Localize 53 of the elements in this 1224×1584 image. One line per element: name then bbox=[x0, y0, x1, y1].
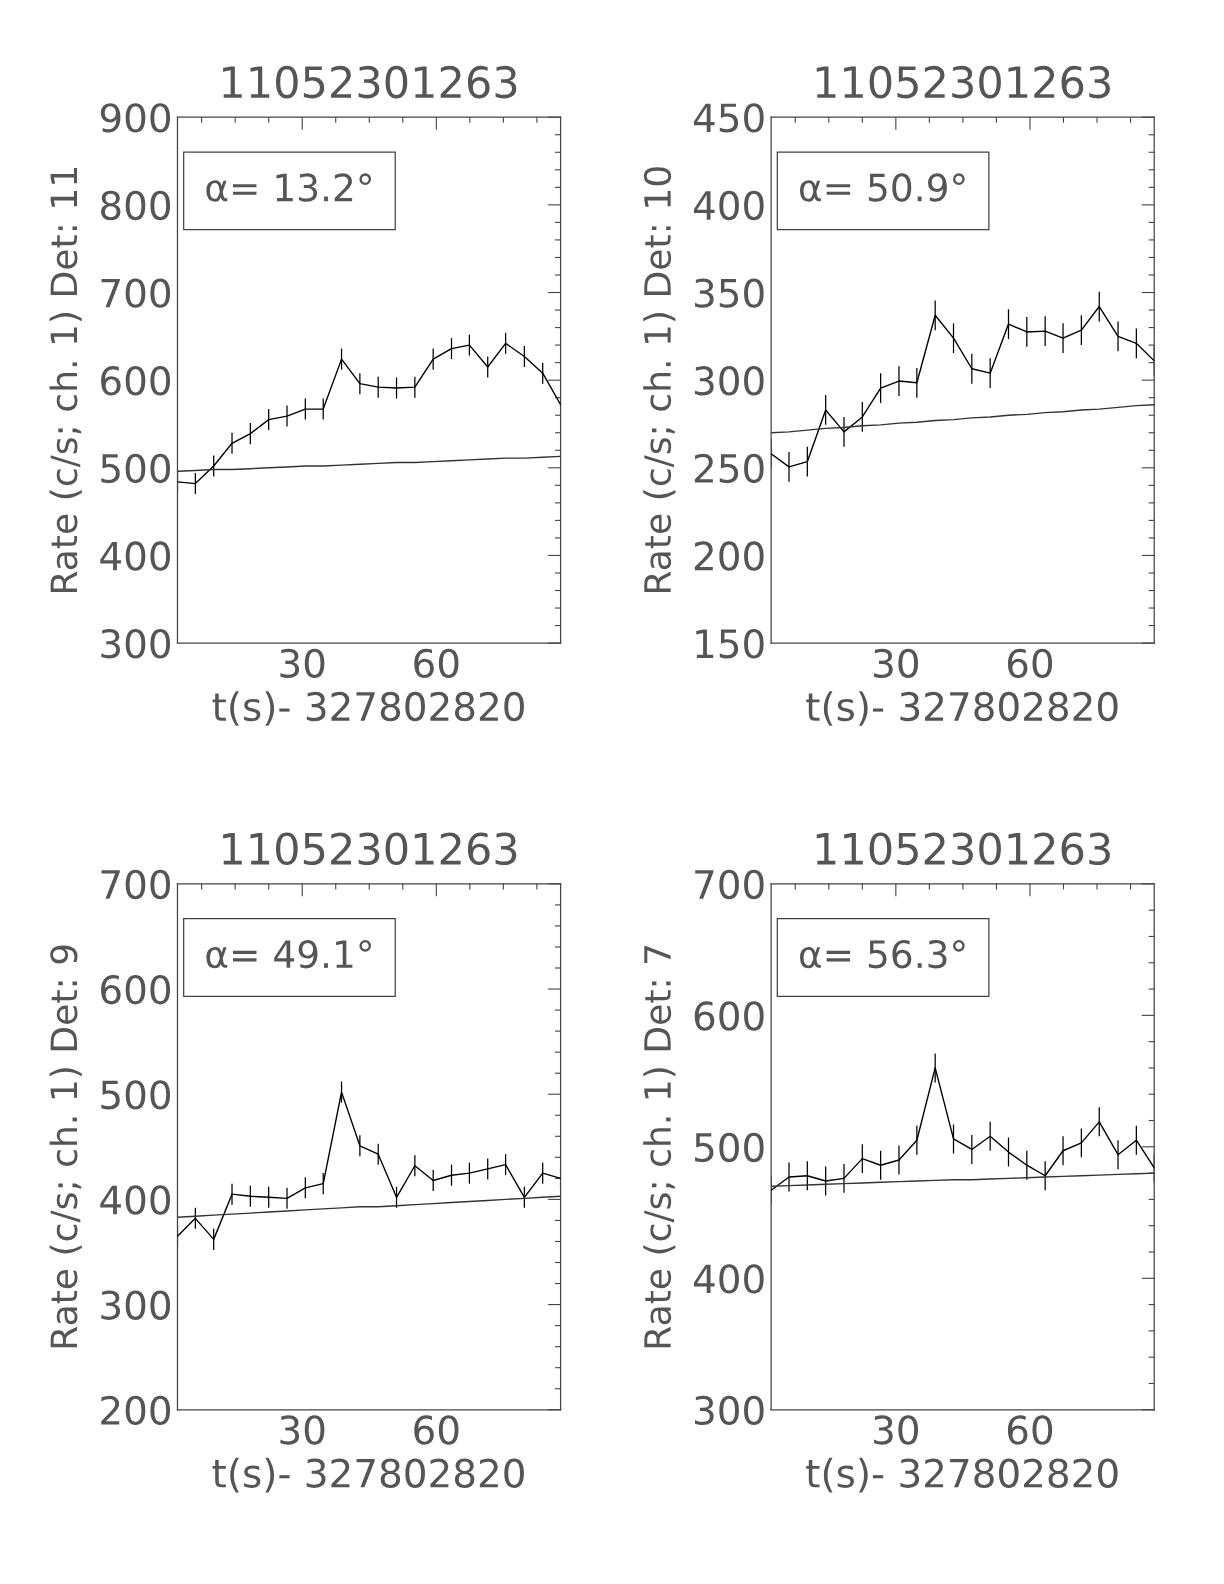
y-tick-label: 700 bbox=[695, 869, 764, 900]
y-tick-label: 200 bbox=[101, 1395, 171, 1426]
y-tick-label: 600 bbox=[694, 1001, 764, 1031]
y-tick-label: 400 bbox=[100, 541, 171, 571]
annotation: α= 50.9° bbox=[800, 173, 965, 202]
y-tick-label: 500 bbox=[695, 1132, 764, 1163]
y-tick-label: 450 bbox=[693, 103, 764, 133]
y-tick-label: 300 bbox=[101, 1290, 171, 1320]
y-tick-label: 250 bbox=[694, 453, 764, 484]
x-tick-label: 30 bbox=[874, 1415, 918, 1445]
x-tick-label: 30 bbox=[874, 648, 918, 679]
y-axis-title: Rate (c/s; ch. 1) Det: 11 bbox=[49, 168, 82, 593]
y-axis-title: Rate (c/s; ch. 1) Det: 7 bbox=[643, 945, 676, 1348]
x-axis-title: t(s)- 327802820 bbox=[806, 1457, 1118, 1493]
annotation: α= 49.1° bbox=[206, 940, 372, 969]
y-tick-label: 500 bbox=[101, 1080, 171, 1110]
line-series bbox=[771, 404, 1155, 434]
chart-title: 11052301263 bbox=[223, 832, 517, 866]
x-axis-title: t(s)- 327802820 bbox=[806, 691, 1118, 726]
line-series bbox=[177, 455, 561, 473]
y-tick-label: 400 bbox=[693, 190, 764, 221]
y-tick-label: 700 bbox=[101, 278, 171, 308]
y-axis-title: Rate (c/s; ch. 1) Det: 10 bbox=[643, 167, 676, 593]
y-tick-label: 900 bbox=[100, 103, 171, 133]
y-tick-label: 400 bbox=[100, 1185, 171, 1215]
y-tick-label: 600 bbox=[101, 974, 171, 1005]
line-series bbox=[771, 1172, 1155, 1187]
y-axis-title: Rate (c/s; ch. 1) Det: 9 bbox=[49, 945, 82, 1348]
x-tick-label: 30 bbox=[280, 648, 325, 679]
line-series bbox=[177, 1195, 561, 1218]
y-tick-label: 800 bbox=[101, 190, 171, 221]
y-tick-label: 300 bbox=[694, 1395, 764, 1426]
x-axis-title: t(s)- 327802820 bbox=[212, 1457, 524, 1493]
y-tick-label: 200 bbox=[694, 541, 764, 571]
y-tick-label: 150 bbox=[696, 629, 764, 659]
x-tick-label: 60 bbox=[1007, 648, 1053, 679]
chart-title: 11052301263 bbox=[816, 65, 1110, 99]
x-tick-label: 60 bbox=[414, 648, 459, 679]
y-tick-label: 350 bbox=[694, 278, 764, 308]
y-tick-label: 300 bbox=[694, 366, 764, 396]
x-axis-title: t(s)- 327802820 bbox=[212, 691, 524, 726]
y-tick-label: 700 bbox=[101, 869, 171, 900]
y-tick-label: 500 bbox=[101, 453, 171, 484]
y-tick-label: 400 bbox=[693, 1264, 764, 1294]
chart-title: 11052301263 bbox=[223, 65, 517, 99]
chart-title: 11052301263 bbox=[816, 832, 1110, 866]
x-tick-label: 60 bbox=[1007, 1415, 1053, 1445]
annotation: α= 13.2° bbox=[206, 173, 372, 202]
annotation: α= 56.3° bbox=[800, 940, 965, 969]
y-tick-label: 600 bbox=[101, 366, 171, 396]
x-tick-label: 60 bbox=[414, 1415, 459, 1445]
x-tick-label: 30 bbox=[280, 1415, 325, 1445]
y-tick-label: 300 bbox=[101, 629, 171, 659]
